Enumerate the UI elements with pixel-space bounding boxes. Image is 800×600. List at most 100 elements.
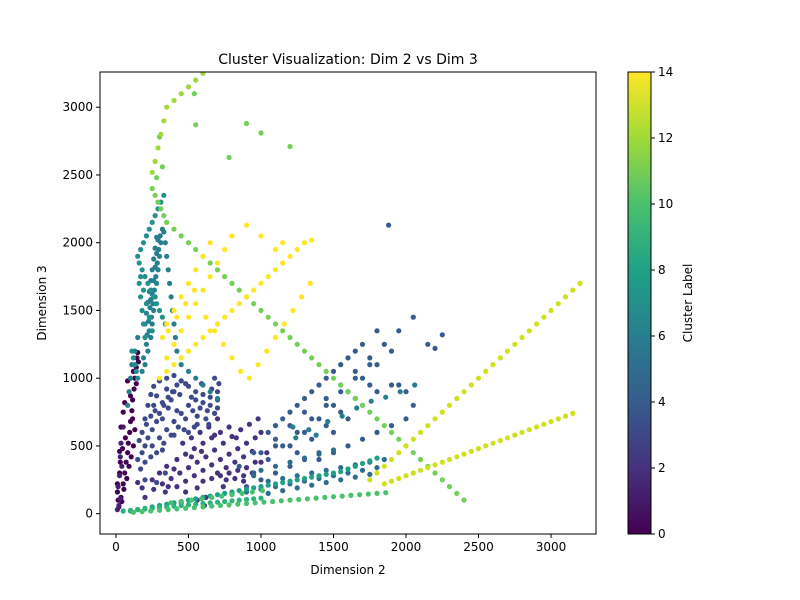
scatter-point-cluster-14 — [214, 260, 221, 266]
scatter-point-cluster-10 — [313, 495, 319, 501]
scatter-point-cluster-11 — [461, 497, 467, 503]
scatter-point-cluster-8 — [243, 486, 250, 492]
scatter-point-cluster-3 — [165, 405, 171, 411]
scatter-point-cluster-13 — [497, 437, 503, 444]
scatter-point-cluster-5 — [316, 451, 322, 457]
scatter-point-cluster-13 — [504, 435, 511, 441]
scatter-point-cluster-13 — [396, 475, 402, 482]
scatter-point-cluster-10 — [287, 497, 293, 503]
scatter-point-cluster-14 — [258, 233, 264, 239]
scatter-point-cluster-12 — [273, 3, 278, 8]
scatter-point-cluster-2 — [209, 475, 215, 482]
scatter-point-cluster-3 — [162, 470, 168, 476]
scatter-point-cluster-14 — [280, 260, 286, 266]
scatter-point-cluster-3 — [200, 391, 206, 398]
scatter-point-cluster-11 — [258, 130, 264, 136]
scatter-point-cluster-6 — [151, 307, 157, 314]
scatter-point-cluster-14 — [193, 341, 199, 347]
scatter-point-cluster-7 — [139, 307, 145, 314]
scatter-point-cluster-14 — [178, 294, 184, 300]
scatter-point-cluster-4 — [345, 355, 351, 361]
scatter-point-cluster-2 — [200, 467, 206, 473]
scatter-point-cluster-11 — [158, 206, 164, 212]
scatter-point-cluster-1 — [117, 473, 123, 479]
scatter-point-cluster-8 — [301, 475, 308, 482]
scatter-point-cluster-10 — [209, 494, 215, 500]
scatter-point-cluster-4 — [272, 423, 279, 429]
scatter-point-cluster-3 — [171, 372, 177, 379]
scatter-point-cluster-5 — [272, 463, 279, 469]
scatter-point-cluster-11 — [388, 429, 395, 435]
scatter-point-cluster-2 — [198, 448, 205, 454]
scatter-point-cluster-6 — [127, 375, 134, 381]
scatter-point-cluster-13 — [512, 341, 518, 347]
scatter-point-cluster-3 — [207, 402, 213, 408]
scatter-point-cluster-6 — [174, 348, 180, 354]
scatter-point-cluster-2 — [220, 440, 226, 446]
scatter-point-cluster-14 — [272, 246, 279, 253]
scatter-point-cluster-3 — [212, 410, 218, 416]
scatter-point-cluster-3 — [197, 405, 203, 411]
scatter-point-cluster-11 — [345, 389, 351, 395]
scatter-point-cluster-14 — [191, 287, 197, 293]
scatter-point-cluster-2 — [194, 459, 200, 465]
scatter-point-cluster-3 — [159, 416, 165, 422]
scatter-point-cluster-3 — [139, 429, 145, 435]
scatter-point-cluster-10 — [357, 492, 363, 498]
scatter-point-cluster-4 — [287, 443, 293, 449]
scatter-point-cluster-3 — [159, 400, 165, 406]
scatter-point-cluster-10 — [168, 500, 174, 506]
colorbar-label: Cluster Label — [681, 264, 695, 343]
scatter-point-cluster-3 — [145, 435, 151, 441]
scatter-point-cluster-12 — [244, 30, 249, 35]
scatter-point-cluster-2 — [171, 466, 177, 472]
scatter-point-cluster-14 — [287, 253, 293, 259]
scatter-point-cluster-10 — [322, 494, 328, 500]
scatter-point-cluster-4 — [323, 402, 329, 408]
scatter-point-cluster-3 — [191, 424, 197, 430]
scatter-point-cluster-10 — [156, 507, 163, 513]
scatter-point-cluster-3 — [178, 378, 184, 384]
scatter-point-cluster-4 — [338, 362, 344, 368]
colorbar-tick-label: 6 — [658, 329, 666, 343]
scatter-point-cluster-11 — [352, 395, 358, 402]
scatter-point-cluster-3 — [207, 394, 213, 400]
scatter-point-cluster-13 — [439, 459, 445, 465]
scatter-point-cluster-13 — [519, 334, 525, 341]
x-tick-label: 500 — [177, 540, 200, 554]
scatter-point-cluster-4 — [301, 395, 308, 402]
scatter-point-cluster-11 — [193, 246, 199, 253]
scatter-point-cluster-14 — [290, 307, 296, 314]
scatter-point-cluster-6 — [397, 389, 403, 395]
scatter-point-cluster-11 — [159, 164, 165, 170]
scatter-point-cluster-11 — [207, 260, 213, 266]
scatter-point-cluster-13 — [396, 450, 402, 456]
scatter-point-cluster-11 — [222, 274, 228, 280]
scatter-point-cluster-12 — [251, 23, 256, 28]
scatter-point-cluster-11 — [280, 328, 286, 334]
scatter-point-cluster-10 — [178, 498, 184, 505]
scatter-point-cluster-14 — [193, 267, 199, 273]
scatter-point-cluster-12 — [178, 91, 184, 97]
scatter-point-cluster-10 — [278, 498, 284, 504]
scatter-point-cluster-8 — [287, 478, 293, 484]
scatter-point-cluster-4 — [301, 409, 308, 415]
scatter-point-cluster-4 — [330, 429, 337, 435]
scatter-point-cluster-4 — [403, 389, 409, 395]
scatter-point-cluster-13 — [475, 375, 482, 381]
scatter-point-cluster-2 — [232, 475, 238, 482]
scatter-point-cluster-2 — [164, 463, 170, 469]
scatter-point-cluster-3 — [154, 479, 160, 486]
scatter-point-cluster-9 — [120, 508, 126, 514]
colorbar-tick-label: 8 — [658, 263, 666, 277]
scatter-point-cluster-13 — [367, 477, 373, 483]
scatter-point-cluster-10 — [239, 490, 245, 496]
scatter-point-cluster-3 — [203, 416, 209, 422]
colorbar-tick-label: 10 — [658, 197, 673, 211]
scatter-point-cluster-11 — [272, 321, 279, 327]
scatter-point-cluster-2 — [243, 440, 250, 446]
scatter-point-cluster-2 — [142, 494, 148, 500]
scatter-point-cluster-3 — [193, 397, 199, 403]
y-tick-label: 2500 — [62, 168, 93, 182]
scatter-point-cluster-11 — [446, 484, 453, 490]
